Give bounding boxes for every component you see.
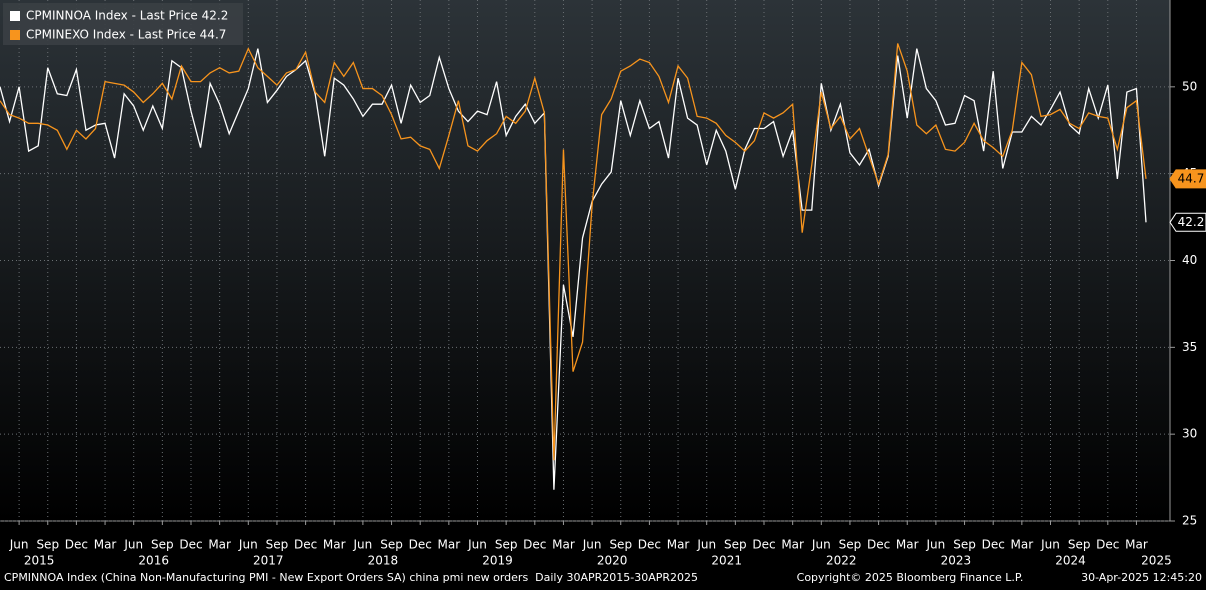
legend: CPMINNOA Index - Last Price 42.2 CPMINEXO… bbox=[3, 3, 243, 45]
x-tick-label: Sep bbox=[266, 538, 289, 552]
series-line bbox=[0, 43, 1147, 461]
x-year-label: 2018 bbox=[368, 554, 399, 568]
x-tick-label: Dec bbox=[1096, 538, 1119, 552]
footer-copyright: Copyright© 2025 Bloomberg Finance L.P. bbox=[797, 571, 1024, 584]
last-value-label: 44.7 bbox=[1178, 171, 1205, 185]
x-tick-label: Jun bbox=[926, 538, 946, 552]
x-year-label: 2015 bbox=[24, 554, 55, 568]
x-tick-label: Mar bbox=[667, 538, 690, 552]
x-tick-label: Mar bbox=[1011, 538, 1034, 552]
y-tick-label: 40 bbox=[1182, 253, 1197, 267]
x-tick-label: Dec bbox=[65, 538, 88, 552]
y-tick-label: 50 bbox=[1182, 79, 1197, 93]
x-year-label: 2022 bbox=[826, 554, 857, 568]
y-tick-label: 25 bbox=[1182, 514, 1197, 528]
x-year-label: 2017 bbox=[253, 554, 284, 568]
legend-label: CPMINEXO Index - Last Price 44.7 bbox=[26, 28, 226, 42]
x-tick-label: Jun bbox=[582, 538, 602, 552]
last-value-label: 42.2 bbox=[1178, 215, 1205, 229]
x-tick-label: Mar bbox=[781, 538, 804, 552]
x-year-label: 2020 bbox=[597, 554, 628, 568]
x-tick-label: Mar bbox=[1125, 538, 1148, 552]
x-tick-label: Jun bbox=[238, 538, 258, 552]
x-tick-label: Dec bbox=[982, 538, 1005, 552]
x-tick-label: Mar bbox=[552, 538, 575, 552]
y-tick-label: 35 bbox=[1182, 340, 1197, 354]
footer-timestamp: 30-Apr-2025 12:45:20 bbox=[1081, 571, 1202, 584]
legend-label: CPMINNOA Index - Last Price 42.2 bbox=[26, 9, 228, 23]
x-tick-label: Jun bbox=[9, 538, 29, 552]
x-tick-label: Jun bbox=[811, 538, 831, 552]
x-tick-label: Jun bbox=[696, 538, 716, 552]
x-tick-label: Sep bbox=[495, 538, 518, 552]
x-tick-label: Mar bbox=[323, 538, 346, 552]
x-tick-label: Dec bbox=[752, 538, 775, 552]
x-tick-label: Jun bbox=[123, 538, 143, 552]
x-tick-label: Dec bbox=[523, 538, 546, 552]
legend-box bbox=[3, 3, 243, 45]
x-tick-label: Sep bbox=[380, 538, 403, 552]
legend-swatch bbox=[10, 30, 20, 40]
x-tick-label: Dec bbox=[867, 538, 890, 552]
footer-description: CPMINNOA Index (China Non-Manufacturing … bbox=[4, 571, 698, 584]
x-tick-label: Sep bbox=[609, 538, 632, 552]
y-tick-label: 30 bbox=[1182, 427, 1197, 441]
x-year-label: 2023 bbox=[941, 554, 972, 568]
x-tick-label: Mar bbox=[896, 538, 919, 552]
x-tick-label: Jun bbox=[1040, 538, 1060, 552]
x-tick-label: Sep bbox=[724, 538, 747, 552]
x-year-label: 2021 bbox=[711, 554, 742, 568]
legend-swatch bbox=[10, 11, 20, 21]
x-year-label: 2016 bbox=[138, 554, 169, 568]
x-tick-label: Sep bbox=[953, 538, 976, 552]
x-year-label: 2019 bbox=[482, 554, 513, 568]
last-value-tag bbox=[1169, 212, 1206, 232]
x-year-label: 2024 bbox=[1055, 554, 1086, 568]
x-tick-label: Jun bbox=[467, 538, 487, 552]
x-tick-label: Sep bbox=[1068, 538, 1091, 552]
x-tick-label: Dec bbox=[638, 538, 661, 552]
series-line bbox=[0, 48, 1147, 490]
x-tick-label: Mar bbox=[438, 538, 461, 552]
x-tick-label: Sep bbox=[839, 538, 862, 552]
last-value-tag bbox=[1169, 169, 1206, 189]
x-tick-label: Mar bbox=[94, 538, 117, 552]
x-tick-label: Sep bbox=[36, 538, 59, 552]
x-tick-label: Dec bbox=[294, 538, 317, 552]
x-tick-label: Sep bbox=[151, 538, 174, 552]
x-tick-label: Mar bbox=[208, 538, 231, 552]
x-tick-label: Dec bbox=[409, 538, 432, 552]
x-tick-label: Jun bbox=[353, 538, 373, 552]
x-year-label: 2025 bbox=[1141, 554, 1172, 568]
x-tick-label: Dec bbox=[179, 538, 202, 552]
